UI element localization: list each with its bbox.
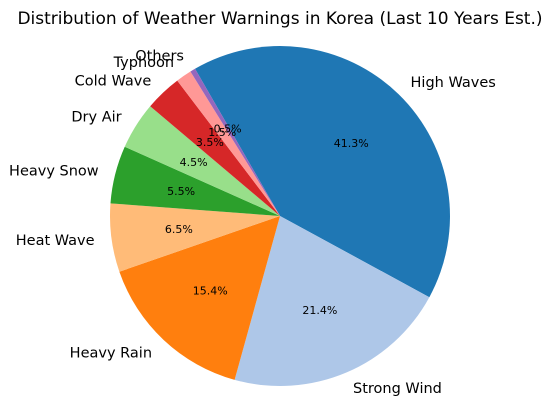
pie-slice-heavy-snow	[110, 146, 280, 216]
category-label-high-waves: High Waves	[411, 75, 496, 91]
percent-label-heat-wave: 6.5%	[165, 223, 193, 236]
category-label-strong-wind: Strong Wind	[353, 381, 442, 397]
pie-slice-others	[190, 68, 280, 216]
percent-label-high-waves: 41.3%	[334, 137, 369, 150]
pie-slice-heavy-rain	[119, 216, 280, 380]
category-label-cold-wave: Cold Wave	[75, 73, 152, 89]
percent-label-dry-air: 4.5%	[180, 156, 208, 169]
percent-label-cold-wave: 3.5%	[196, 136, 224, 149]
percent-label-heavy-rain: 15.4%	[193, 284, 228, 297]
pie-slice-dry-air	[124, 106, 281, 216]
slices-group	[110, 46, 450, 386]
category-label-heavy-rain: Heavy Rain	[70, 345, 152, 361]
percent-labels-group: 41.3% 21.4% 15.4% 6.5% 5.5% 4.5% 3.5%1.5%0.5%	[165, 122, 369, 316]
percent-label-strong-wind: 21.4%	[302, 304, 337, 317]
pie-slice-heat-wave	[110, 203, 280, 272]
category-label-typhoon: Typhoon	[113, 55, 175, 71]
category-label-dry-air: Dry Air	[71, 110, 121, 126]
chart-title: Distribution of Weather Warnings in Kore…	[17, 9, 542, 29]
pie-slice-typhoon	[177, 71, 280, 217]
category-labels-group: High Waves Strong Wind Heavy Rain Heat Wave…	[9, 49, 496, 398]
pie-slice-strong-wind	[234, 216, 430, 386]
pie-slice-high-waves	[195, 46, 450, 298]
category-label-others: Others	[135, 49, 184, 65]
category-label-heavy-snow: Heavy Snow	[9, 163, 99, 179]
category-label-heat-wave: Heat Wave	[16, 233, 95, 249]
percent-label-others: 0.5%	[214, 122, 242, 135]
percent-label-heavy-snow: 5.5%	[167, 185, 195, 198]
pie-slice-cold-wave	[150, 80, 280, 216]
percent-label-typhoon: 1.5%	[208, 126, 236, 139]
